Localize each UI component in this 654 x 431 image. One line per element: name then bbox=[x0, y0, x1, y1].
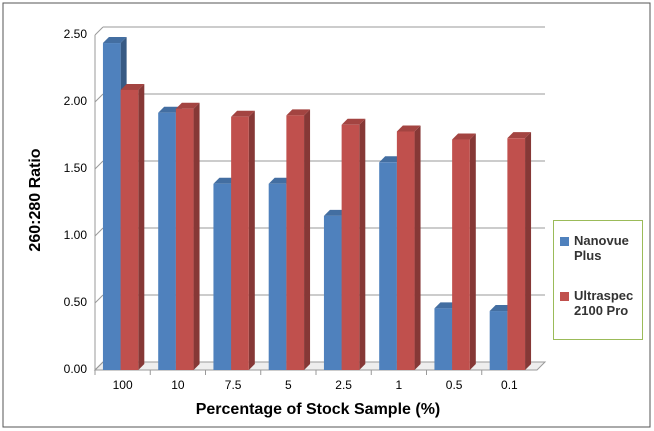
y-tick-label: 0.50 bbox=[64, 295, 88, 309]
legend-swatch bbox=[560, 237, 569, 246]
bar-side bbox=[469, 133, 476, 370]
bar-top bbox=[102, 37, 127, 44]
bar-side bbox=[359, 118, 366, 370]
bar bbox=[507, 138, 526, 370]
bar-side bbox=[304, 109, 311, 371]
bar bbox=[341, 124, 360, 370]
bar-side bbox=[414, 125, 421, 370]
bar bbox=[489, 311, 508, 370]
bar-top bbox=[231, 110, 255, 117]
bar-top bbox=[341, 118, 366, 125]
bar bbox=[158, 112, 176, 370]
x-tick-label: 5 bbox=[285, 378, 292, 392]
grid-line bbox=[94, 160, 104, 170]
bar bbox=[231, 116, 249, 371]
x-tick-label: 100 bbox=[113, 378, 133, 392]
bar bbox=[452, 139, 470, 370]
y-tick-label: 2.50 bbox=[64, 27, 88, 41]
x-tick-label: 10 bbox=[171, 378, 185, 392]
legend-label: Ultraspec 2100 Pro bbox=[574, 288, 634, 318]
bar-side bbox=[248, 110, 255, 371]
bar-top bbox=[286, 109, 311, 116]
grid-line bbox=[94, 227, 104, 237]
grid-line bbox=[94, 93, 104, 103]
x-axis-title: Percentage of Stock Sample (%) bbox=[196, 401, 441, 418]
y-tick-label: 1.00 bbox=[64, 228, 88, 242]
x-tick-label: 0.1 bbox=[501, 378, 518, 392]
x-tick-label: 7.5 bbox=[225, 378, 242, 392]
legend: Nanovue Plus Ultraspec 2100 Pro bbox=[553, 220, 643, 340]
bar-side bbox=[193, 102, 200, 370]
x-tick-label: 2.5 bbox=[335, 378, 352, 392]
bar bbox=[175, 108, 194, 370]
bar bbox=[286, 115, 305, 371]
legend-entry: Ultraspec 2100 Pro bbox=[560, 288, 640, 318]
bar-top bbox=[452, 133, 476, 140]
y-axis-title: 260:280 Ratio bbox=[27, 148, 44, 251]
bar-side bbox=[138, 83, 145, 370]
bar-side bbox=[525, 132, 532, 370]
bar bbox=[379, 162, 397, 370]
bar-top bbox=[396, 125, 421, 132]
bar-top bbox=[120, 83, 145, 90]
x-tick-label: 0.5 bbox=[446, 378, 463, 392]
bar bbox=[120, 89, 139, 370]
legend-entry: Nanovue Plus bbox=[560, 233, 640, 263]
y-tick-label: 0.00 bbox=[64, 362, 88, 376]
bar-top bbox=[507, 132, 532, 139]
bar bbox=[434, 308, 453, 370]
bar bbox=[102, 43, 121, 370]
grid-line bbox=[94, 294, 104, 304]
bar bbox=[213, 183, 232, 370]
grid-line bbox=[94, 361, 104, 371]
y-tick-label: 1.50 bbox=[64, 161, 88, 175]
bar bbox=[323, 215, 342, 370]
y-tick-label: 2.00 bbox=[64, 94, 88, 108]
bar bbox=[268, 183, 287, 370]
legend-swatch bbox=[560, 292, 569, 301]
grid-line bbox=[94, 26, 104, 36]
bar bbox=[396, 131, 415, 370]
x-tick-label: 1 bbox=[396, 378, 403, 392]
legend-label: Nanovue Plus bbox=[574, 233, 629, 263]
bar-top bbox=[175, 102, 200, 109]
